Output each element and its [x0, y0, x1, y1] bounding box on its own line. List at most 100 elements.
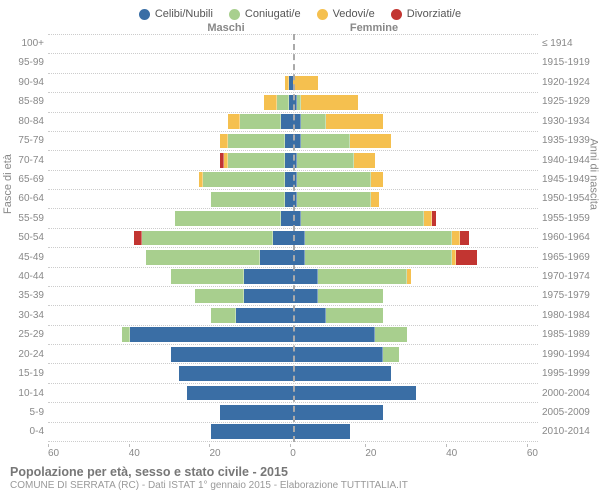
- x-tick: 20: [209, 444, 220, 459]
- y-axis-left: 100+95-9990-9485-8980-8475-7970-7465-696…: [4, 34, 48, 442]
- legend-swatch: [317, 9, 328, 20]
- pyramid-row: [48, 268, 538, 287]
- birth-year-label: 1960-1964: [542, 228, 596, 247]
- bar-segment: [134, 231, 142, 246]
- female-bar: [293, 229, 538, 247]
- bar-segment: [179, 366, 293, 381]
- age-label: 25-29: [4, 325, 44, 344]
- male-bar: [48, 35, 293, 53]
- age-label: 20-24: [4, 345, 44, 364]
- birth-year-label: 1920-1924: [542, 73, 596, 92]
- bar-segment: [281, 114, 293, 129]
- age-label: 10-14: [4, 384, 44, 403]
- female-label: Femmine: [300, 22, 448, 34]
- x-tick: 20: [365, 444, 376, 459]
- bar-segment: [293, 269, 318, 284]
- y-axis-right-title: Anni di nascita: [588, 138, 600, 210]
- pyramid-row: [48, 384, 538, 403]
- bar-segment: [424, 211, 432, 226]
- bar-segment: [293, 231, 305, 246]
- age-label: 30-34: [4, 306, 44, 325]
- legend-label: Coniugati/e: [245, 8, 301, 20]
- bar-segment: [293, 386, 416, 401]
- birth-year-label: 1990-1994: [542, 345, 596, 364]
- female-bar: [293, 54, 538, 72]
- bar-segment: [293, 250, 305, 265]
- age-label: 90-94: [4, 73, 44, 92]
- bar-segment: [456, 250, 476, 265]
- bar-segment: [301, 95, 358, 110]
- legend-item: Celibi/Nubili: [139, 8, 213, 20]
- bar-segment: [293, 424, 350, 439]
- bar-segment: [211, 308, 236, 323]
- x-tick: 40: [129, 444, 140, 459]
- female-bar: [293, 190, 538, 208]
- pyramid-row: [48, 209, 538, 228]
- bar-segment: [297, 172, 371, 187]
- x-ticks: 6040200204060: [48, 444, 538, 459]
- birth-year-label: 2010-2014: [542, 422, 596, 441]
- bar-segment: [187, 386, 293, 401]
- x-axis: 6040200204060: [4, 444, 596, 459]
- bar-segment: [301, 134, 350, 149]
- pyramid-row: [48, 229, 538, 248]
- bar-segment: [244, 289, 293, 304]
- bar-segment: [371, 192, 379, 207]
- bar-segment: [293, 347, 383, 362]
- female-bar: [293, 326, 538, 344]
- bar-segment: [318, 269, 408, 284]
- female-bar: [293, 74, 538, 92]
- bar-segment: [293, 405, 383, 420]
- bar-segment: [220, 134, 228, 149]
- bar-segment: [383, 347, 399, 362]
- bar-segment: [354, 153, 374, 168]
- male-bar: [48, 229, 293, 247]
- birth-year-label: 1915-1919: [542, 53, 596, 72]
- age-label: 95-99: [4, 53, 44, 72]
- age-label: 80-84: [4, 112, 44, 131]
- bar-segment: [375, 327, 408, 342]
- legend-label: Celibi/Nubili: [155, 8, 213, 20]
- bar-segment: [297, 153, 354, 168]
- bar-segment: [211, 424, 293, 439]
- male-bar: [48, 54, 293, 72]
- birth-year-label: 1995-1999: [542, 364, 596, 383]
- pyramid-row: [48, 35, 538, 54]
- pyramid-row: [48, 306, 538, 325]
- male-bar: [48, 209, 293, 227]
- bar-segment: [236, 308, 293, 323]
- birth-year-label: 1970-1974: [542, 267, 596, 286]
- x-tick: 60: [527, 444, 538, 459]
- female-bar: [293, 287, 538, 305]
- male-bar: [48, 74, 293, 92]
- bar-segment: [305, 231, 452, 246]
- x-tick: 60: [48, 444, 59, 459]
- chart-title: Popolazione per età, sesso e stato civil…: [10, 465, 596, 479]
- male-bar: [48, 364, 293, 382]
- age-label: 100+: [4, 34, 44, 53]
- age-label: 40-44: [4, 267, 44, 286]
- legend-swatch: [139, 9, 150, 20]
- female-bar: [293, 171, 538, 189]
- y-axis-right: ≤ 19141915-19191920-19241925-19291930-19…: [538, 34, 596, 442]
- bar-segment: [228, 153, 285, 168]
- female-bar: [293, 209, 538, 227]
- female-bar: [293, 35, 538, 53]
- pyramid-row: [48, 113, 538, 132]
- bar-segment: [293, 211, 301, 226]
- male-label: Maschi: [152, 22, 300, 34]
- pyramid-row: [48, 132, 538, 151]
- female-bar: [293, 132, 538, 150]
- birth-year-label: 1955-1959: [542, 209, 596, 228]
- male-bar: [48, 287, 293, 305]
- male-bar: [48, 345, 293, 363]
- pyramid-row: [48, 403, 538, 422]
- bar-segment: [240, 114, 281, 129]
- bar-segment: [318, 289, 383, 304]
- male-bar: [48, 403, 293, 421]
- male-bar: [48, 423, 293, 441]
- bar-segment: [326, 114, 383, 129]
- bar-segment: [460, 231, 468, 246]
- female-bar: [293, 93, 538, 111]
- bar-segment: [350, 134, 391, 149]
